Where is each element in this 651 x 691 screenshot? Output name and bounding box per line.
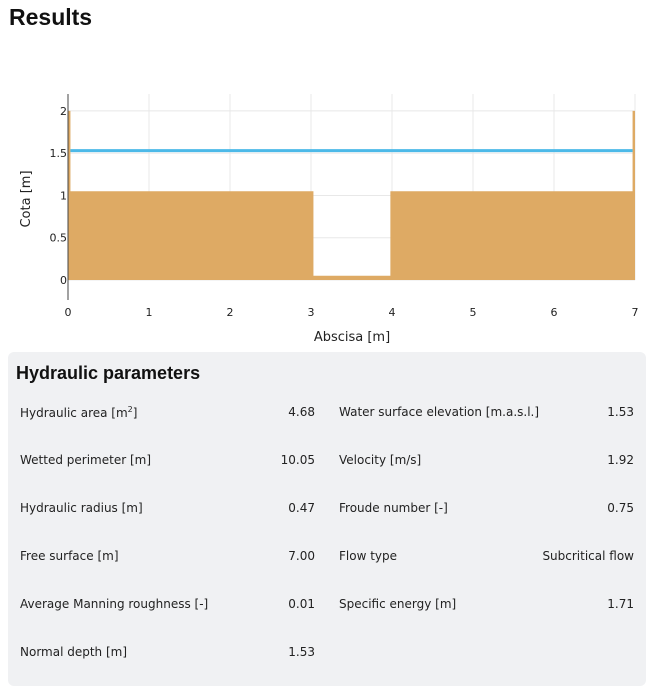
param-label: Wetted perimeter [m]	[20, 453, 151, 467]
param-row-wetted-perimeter: Wetted perimeter [m] 10.05	[20, 453, 315, 473]
hydraulic-parameters-panel: Hydraulic parameters Hydraulic area [m2]…	[8, 352, 646, 686]
y-tick-label: 1.5	[50, 147, 68, 160]
param-label: Velocity [m/s]	[339, 453, 422, 467]
panel-title: Hydraulic parameters	[16, 363, 201, 383]
param-value: 0.47	[288, 501, 315, 515]
param-value: 1.53	[607, 405, 634, 419]
param-label: Free surface [m]	[20, 549, 119, 563]
x-tick-label: 5	[470, 306, 477, 319]
param-row-hydraulic-radius: Hydraulic radius [m] 0.47	[20, 501, 315, 521]
param-label: Flow type	[339, 549, 398, 563]
y-tick-label: 0	[60, 274, 67, 287]
param-row-flow-type: Flow type Subcritical flow	[339, 549, 634, 569]
cross-section-chart: 0 1 2 3 4 5 6 7 0 0.5 1 1.5 2 Abscisa [m] Cota [m]	[19, 94, 639, 345]
param-row-free-surface: Free surface [m] 7.00	[20, 549, 315, 569]
param-value: 1.92	[607, 453, 634, 467]
y-axis-label: Cota [m]	[19, 170, 34, 227]
param-label: Water surface elevation [m.a.s.l.]	[339, 405, 540, 419]
param-value: 1.53	[288, 645, 315, 659]
y-tick-label: 2	[60, 105, 67, 118]
x-tick-label: 1	[146, 306, 153, 319]
param-row-specific-energy: Specific energy [m] 1.71	[339, 597, 634, 617]
page-title: Results	[9, 4, 93, 30]
param-value: 10.05	[280, 453, 315, 467]
param-row-normal-depth: Normal depth [m] 1.53	[20, 645, 315, 665]
y-tick-labels: 0 0.5 1 1.5 2	[50, 105, 68, 287]
param-label: Hydraulic area [m2]	[20, 405, 138, 420]
x-tick-label: 0	[65, 306, 72, 319]
x-tick-label: 6	[551, 306, 558, 319]
param-row-froude-number: Froude number [-] 0.75	[339, 501, 634, 521]
y-tick-label: 0.5	[50, 232, 68, 245]
cross-section-area	[68, 110, 635, 280]
param-value: 0.01	[288, 597, 315, 611]
param-label: Hydraulic radius [m]	[20, 501, 143, 515]
param-label: Specific energy [m]	[339, 597, 457, 611]
param-label: Froude number [-]	[339, 501, 448, 515]
param-value: 0.75	[607, 501, 634, 515]
param-value: 4.68	[288, 405, 315, 419]
param-row-hydraulic-area: Hydraulic area [m2] 4.68	[20, 405, 315, 425]
param-label: Normal depth [m]	[20, 645, 128, 659]
x-tick-labels: 0 1 2 3 4 5 6 7	[65, 306, 639, 319]
x-tick-label: 2	[227, 306, 234, 319]
x-tick-label: 4	[389, 306, 396, 319]
x-tick-label: 3	[308, 306, 315, 319]
x-tick-label: 7	[632, 306, 639, 319]
x-axis-label: Abscisa [m]	[314, 330, 390, 345]
param-row-manning-roughness: Average Manning roughness [-] 0.01	[20, 597, 315, 617]
param-row-velocity: Velocity [m/s] 1.92	[339, 453, 634, 473]
y-tick-label: 1	[60, 189, 67, 202]
param-value: 1.71	[607, 597, 634, 611]
param-row-water-surface-elevation: Water surface elevation [m.a.s.l.] 1.53	[339, 405, 634, 425]
param-value: 7.00	[288, 549, 315, 563]
param-value: Subcritical flow	[542, 549, 634, 563]
cross-section-layer	[68, 110, 635, 280]
param-label: Average Manning roughness [-]	[20, 597, 209, 611]
